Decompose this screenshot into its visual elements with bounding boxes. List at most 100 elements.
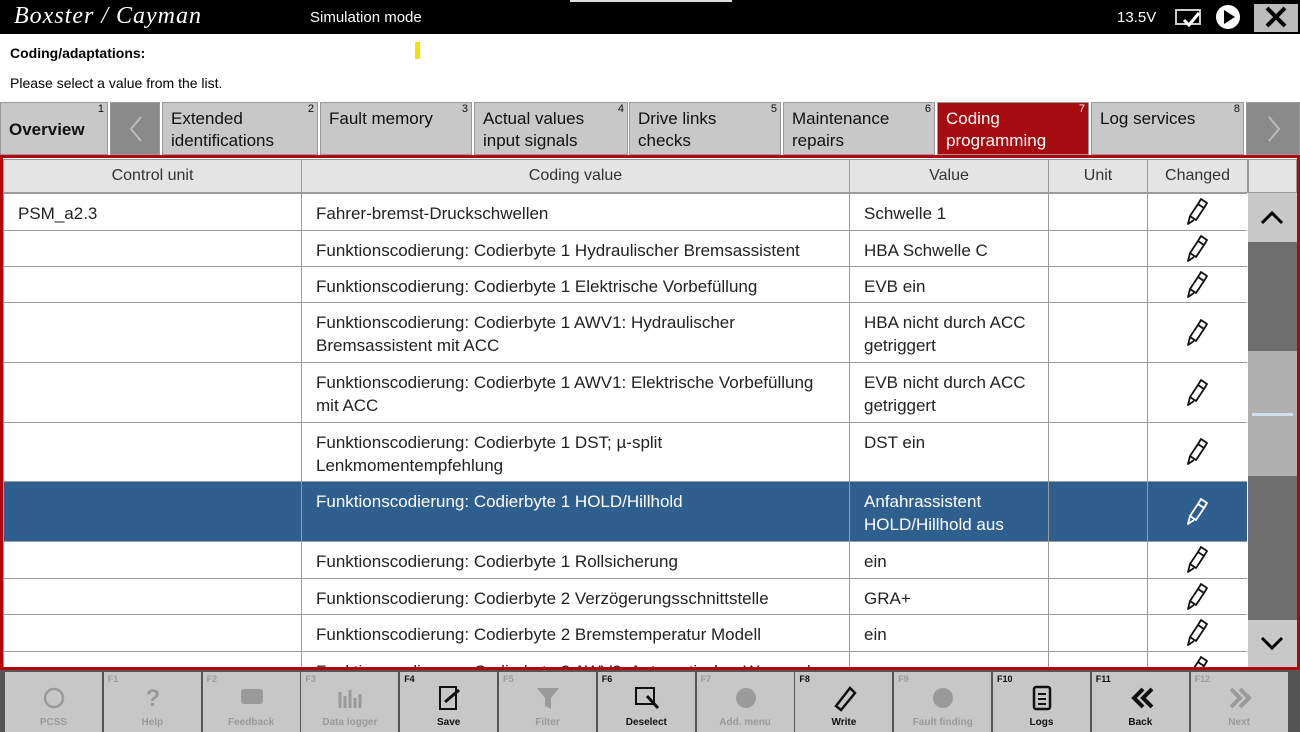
changed-icon bbox=[1147, 614, 1247, 652]
key-label: F3 bbox=[305, 674, 316, 684]
table-cell bbox=[1048, 362, 1148, 423]
table-cell: EVB ein bbox=[849, 266, 1049, 303]
table-cell: Funktionscodierung: Codierbyte 1 DST; µ-… bbox=[301, 422, 850, 482]
tab[interactable]: 2 Extended identifications bbox=[162, 102, 318, 155]
table-row[interactable]: Funktionscodierung: Codierbyte 1 HOLD/Hi… bbox=[3, 481, 1247, 542]
tab-number: 6 bbox=[924, 103, 931, 115]
tab-number: 8 bbox=[1233, 103, 1240, 115]
tab[interactable]: 1 Overview bbox=[0, 102, 108, 155]
table-cell bbox=[3, 578, 302, 615]
function-key: PCSS bbox=[5, 672, 102, 732]
voltage: 13.5V bbox=[1117, 9, 1157, 26]
table-body: PSM_a2.3 Fahrer-bremst-Druckschwellen Schw… bbox=[3, 193, 1247, 667]
scroll-down[interactable] bbox=[1248, 620, 1297, 667]
key-name: Help bbox=[141, 717, 164, 728]
function-key[interactable]: F8 Write bbox=[795, 672, 893, 732]
table-row[interactable]: Funktionscodierung: Codierbyte 1 DST; µ-… bbox=[3, 422, 1247, 482]
instruction: Please select a value from the list. bbox=[10, 75, 223, 91]
key-label: F7 bbox=[700, 674, 712, 684]
table-row[interactable]: Funktionscodierung: Codierbyte 1 Elektri… bbox=[3, 266, 1247, 303]
table-cell: Funktionscodierung: Codierbyte 1 AWV1: H… bbox=[301, 302, 850, 363]
function-key[interactable]: F11 Back bbox=[1091, 672, 1189, 732]
tab[interactable]: 5 Drive links checks bbox=[629, 102, 781, 155]
key-name: Back bbox=[1128, 717, 1153, 728]
table-row[interactable]: Funktionscodierung: Codierbyte 1 Hydraul… bbox=[3, 230, 1247, 267]
key-icon bbox=[1127, 684, 1155, 712]
key-icon bbox=[732, 684, 760, 712]
tab[interactable]: 3 Fault memory bbox=[320, 102, 472, 155]
column-header: Value bbox=[849, 159, 1049, 193]
changed-icon bbox=[1147, 541, 1247, 579]
table-cell: Funktionscodierung: Codierbyte 1 Elektri… bbox=[301, 266, 850, 303]
table-cell: Schwelle 1 bbox=[849, 193, 1049, 231]
key-label: F2 bbox=[206, 674, 218, 684]
key-icon bbox=[238, 684, 266, 712]
progress bbox=[570, 0, 732, 2]
table-cell: ein bbox=[849, 541, 1049, 579]
scroll-thumb[interactable] bbox=[1248, 351, 1297, 476]
key-name: PCSS bbox=[39, 717, 68, 728]
content-frame bbox=[0, 155, 1300, 670]
function-key: F3 Data logger bbox=[301, 672, 399, 732]
table-cell bbox=[3, 541, 302, 579]
tab-label: Log services bbox=[1100, 109, 1196, 128]
table-row[interactable]: Funktionscodierung: Codierbyte 2 Verzöge… bbox=[3, 578, 1247, 615]
function-key: F5 Filter bbox=[499, 672, 596, 732]
key-icon bbox=[1226, 684, 1254, 712]
table-row[interactable]: PSM_a2.3 Fahrer-bremst-Druckschwellen Schw… bbox=[3, 193, 1247, 231]
table-cell bbox=[3, 651, 302, 667]
function-key[interactable]: F10 Logs bbox=[993, 672, 1090, 732]
function-key[interactable]: F6 Deselect bbox=[597, 672, 695, 732]
tab-label: Actual values input signals bbox=[483, 109, 585, 150]
tab[interactable]: 7 Coding programming bbox=[937, 102, 1089, 155]
table-cell bbox=[1048, 302, 1148, 363]
column-header: Coding value bbox=[301, 159, 850, 193]
key-label: F4 bbox=[404, 674, 415, 684]
key-icon bbox=[929, 684, 957, 712]
table-row[interactable]: Funktionscodierung: Codierbyte 2 Bremste… bbox=[3, 614, 1247, 652]
table-row[interactable]: Funktionscodierung: Codierbyte 2 AWV2: A… bbox=[3, 651, 1247, 667]
table-cell: ein bbox=[849, 614, 1049, 652]
key-label: F5 bbox=[503, 674, 514, 684]
column-header: Changed bbox=[1147, 159, 1248, 193]
table-cell bbox=[1048, 266, 1148, 303]
key-icon bbox=[1028, 684, 1056, 712]
tab-number: 2 bbox=[307, 103, 314, 115]
table-cell: DST ein bbox=[849, 422, 1049, 482]
key-label: F12 bbox=[1194, 674, 1211, 684]
table-cell: Anfahrassistent HOLD/Hillhold aus bbox=[849, 481, 1049, 542]
tab-prev[interactable] bbox=[110, 102, 160, 155]
tab[interactable]: 4 Actual values input signals bbox=[474, 102, 628, 155]
table-cell: PSM_a2.3 bbox=[3, 193, 302, 231]
tab[interactable]: 8 Log services bbox=[1091, 102, 1244, 155]
tab-number: 3 bbox=[461, 103, 468, 115]
function-key[interactable]: F4 Save bbox=[400, 672, 498, 732]
table-cell bbox=[3, 362, 302, 423]
key-icon bbox=[633, 684, 661, 712]
table-row[interactable]: Funktionscodierung: Codierbyte 1 AWV1: E… bbox=[3, 362, 1247, 423]
table-row[interactable]: Funktionscodierung: Codierbyte 1 Rollsic… bbox=[3, 541, 1247, 579]
key-icon bbox=[336, 684, 364, 712]
table-cell bbox=[1048, 578, 1148, 615]
tab-next[interactable] bbox=[1246, 102, 1300, 155]
key-name: Write bbox=[831, 717, 857, 728]
scroll-up[interactable] bbox=[1248, 193, 1297, 242]
svg-text:?: ? bbox=[145, 685, 160, 712]
changed-icon bbox=[1147, 578, 1247, 615]
tab[interactable]: 6 Maintenance repairs bbox=[783, 102, 935, 155]
column-header: Unit bbox=[1048, 159, 1148, 193]
key-name: Data logger bbox=[322, 717, 378, 728]
key-label: F11 bbox=[1095, 674, 1111, 684]
scrollbar[interactable] bbox=[1248, 159, 1297, 667]
key-name: Deselect bbox=[625, 717, 667, 728]
tab-number: 1 bbox=[97, 103, 104, 115]
key-icon bbox=[435, 684, 463, 712]
key-name: Save bbox=[437, 717, 461, 728]
tab-label: Fault memory bbox=[329, 109, 433, 128]
table-row[interactable]: Funktionscodierung: Codierbyte 1 AWV1: H… bbox=[3, 302, 1247, 363]
top-bar: Boxster / Cayman Simulation mode 13.5V bbox=[0, 0, 1300, 34]
changed-icon bbox=[1147, 302, 1247, 363]
table-cell bbox=[1048, 614, 1148, 652]
page-title: Coding/adaptations: bbox=[10, 45, 146, 61]
